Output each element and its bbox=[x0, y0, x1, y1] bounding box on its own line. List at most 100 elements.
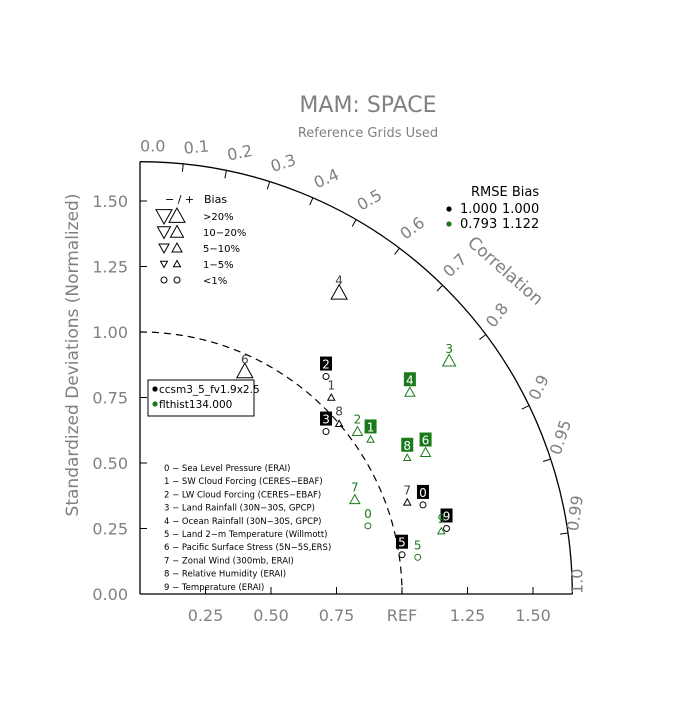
x-tick-label: 1.25 bbox=[450, 606, 486, 625]
data-point-label: 5 bbox=[414, 538, 422, 552]
correlation-tick-label: 0.95 bbox=[546, 417, 575, 457]
correlation-tick-mark bbox=[224, 170, 227, 179]
x-tick-label: 0.75 bbox=[319, 606, 355, 625]
correlation-tick-mark bbox=[479, 334, 487, 340]
data-point-marker bbox=[322, 373, 330, 381]
data-point-label-box bbox=[416, 484, 429, 499]
correlation-tick-label: 0.7 bbox=[439, 250, 470, 281]
data-point-label: 8 bbox=[403, 439, 411, 453]
data-point-marker bbox=[322, 428, 330, 436]
data-point-label: 3 bbox=[322, 413, 330, 427]
data-point-label: 6 bbox=[422, 434, 430, 448]
data-point-marker bbox=[398, 551, 406, 559]
y-tick-label: 0.00 bbox=[92, 585, 128, 604]
data-point-marker bbox=[402, 497, 412, 506]
correlation-tick-mark bbox=[394, 247, 400, 255]
data-point-label: 7 bbox=[403, 483, 411, 497]
data-point-label-box bbox=[320, 411, 333, 426]
y-tick-label: 0.25 bbox=[92, 520, 128, 539]
correlation-tick-mark bbox=[309, 197, 314, 206]
correlation-tick-label: 0.2 bbox=[225, 141, 254, 165]
series-legend-dot bbox=[152, 401, 158, 407]
data-point-marker bbox=[419, 501, 427, 509]
bias-legend-row-label: 10−20% bbox=[203, 228, 246, 239]
data-point-marker bbox=[419, 446, 432, 458]
data-point-label: 2 bbox=[322, 358, 330, 372]
correlation-tick-mark bbox=[351, 219, 357, 227]
correlation-tick-mark bbox=[266, 181, 271, 190]
variable-legend: 0 − Sea Level Pressure (ERAI) 1 − SW Clou… bbox=[164, 464, 331, 593]
variable-legend-entry: 4 − Ocean Rainfall (30N−30S, GPCP) bbox=[164, 517, 321, 527]
data-point-marker bbox=[351, 425, 364, 437]
correlation-tick-label: 1.0 bbox=[567, 569, 586, 594]
bias-legend-pos-marker bbox=[172, 259, 182, 268]
data-point-marker bbox=[436, 526, 446, 535]
series-legend-label: flthist134.000 bbox=[159, 399, 232, 411]
data-point-marker bbox=[348, 493, 361, 505]
bias-legend-header: Bias bbox=[204, 193, 227, 206]
data-point-label: 3 bbox=[445, 342, 453, 356]
bias-legend-neg-marker bbox=[156, 226, 172, 240]
bias-legend-neg-marker bbox=[158, 243, 170, 255]
correlation-tick-mark bbox=[559, 532, 569, 535]
data-point-label: 1 bbox=[367, 420, 375, 434]
data-point-label: 0 bbox=[364, 507, 372, 521]
y-tick-label: 1.00 bbox=[92, 323, 128, 342]
x-tick-label: 1.50 bbox=[515, 606, 551, 625]
data-point-label-box bbox=[401, 437, 414, 452]
variable-legend-entry: 5 − Land 2−m Temperature (Willmott) bbox=[164, 530, 328, 540]
data-point-marker bbox=[326, 392, 336, 401]
rmse-row-value: 1.000 bbox=[460, 202, 497, 217]
x-tick-label: 0.50 bbox=[253, 606, 289, 625]
variable-legend-entry: 7 − Zonal Wind (300mb, ERAI) bbox=[164, 556, 294, 566]
variable-legend-entry: 9 − Temperature (ERAI) bbox=[164, 583, 264, 593]
bias-legend-neg-marker bbox=[159, 260, 169, 269]
bias-legend-neg-marker bbox=[155, 209, 173, 226]
series-legend-label: ccsm3_5_fv1.9x2.5 bbox=[159, 384, 260, 396]
data-point-marker bbox=[330, 283, 348, 300]
bias-legend: − / + Bias >20% 10−20% 5−10% 1−5% <1% bbox=[155, 193, 246, 287]
data-point-label-box bbox=[364, 419, 377, 434]
data-point-label: 4 bbox=[406, 373, 414, 387]
x-tick-label: 0.25 bbox=[188, 606, 224, 625]
rmse-row-dot bbox=[446, 221, 452, 227]
correlation-tick-mark bbox=[436, 284, 443, 292]
correlation-tick-label: 0.3 bbox=[268, 150, 298, 176]
outer-arc bbox=[139, 161, 573, 595]
data-point-marker bbox=[402, 453, 412, 462]
bias-legend-row-label: <1% bbox=[203, 276, 227, 287]
data-point-marker bbox=[364, 522, 372, 530]
data-point-marker bbox=[414, 553, 422, 561]
bias-legend-pos-marker bbox=[173, 276, 181, 284]
variable-legend-entry: 2 − LW Cloud Forcing (CERES−EBAF) bbox=[164, 490, 321, 500]
data-point-label-box bbox=[440, 508, 453, 523]
series-legend-dot bbox=[152, 386, 158, 392]
bias-legend-neg-marker bbox=[160, 276, 168, 284]
bias-legend-pos-marker bbox=[169, 224, 185, 238]
data-point-marker bbox=[443, 525, 451, 532]
axes-group: 0.25 0.50 0.75 1.25 1.50REF0.000.250.500.751… bbox=[92, 161, 573, 625]
correlation-axis-label: Correlation bbox=[463, 233, 547, 310]
correlation-tick-label: 0.5 bbox=[354, 185, 386, 214]
variable-legend-entry: 8 − Relative Humidity (ERAI) bbox=[164, 570, 286, 580]
series-legend-box bbox=[147, 379, 255, 417]
y-axis-label: Standardized Deviations (Normalized) bbox=[63, 194, 83, 517]
variable-legend-entry: 3 − Land Rainfall (30N−30S, GPCP) bbox=[164, 504, 315, 514]
data-point-label: 4 bbox=[335, 274, 343, 288]
variable-legend-entry: 0 − Sea Level Pressure (ERAI) bbox=[164, 464, 291, 474]
data-point-label: 9 bbox=[443, 510, 451, 524]
data-point-label: 1 bbox=[327, 379, 335, 393]
variable-legend-entry: 6 − Pacific Surface Stress (5N−5S,ERS) bbox=[164, 543, 331, 553]
rmse-table-header: RMSE Bias bbox=[471, 185, 539, 200]
data-point-label-box bbox=[320, 356, 333, 371]
data-point-marker bbox=[404, 386, 416, 397]
bias-legend-pos-marker bbox=[171, 241, 183, 253]
correlation-tick-mark bbox=[181, 163, 184, 172]
data-point-label: 8 bbox=[335, 405, 343, 419]
bias-row-value: 1.122 bbox=[502, 217, 539, 232]
y-tick-label: 1.25 bbox=[92, 258, 128, 277]
correlation-tick-label: 0.4 bbox=[311, 165, 342, 193]
data-point-label: 6 bbox=[241, 352, 249, 366]
